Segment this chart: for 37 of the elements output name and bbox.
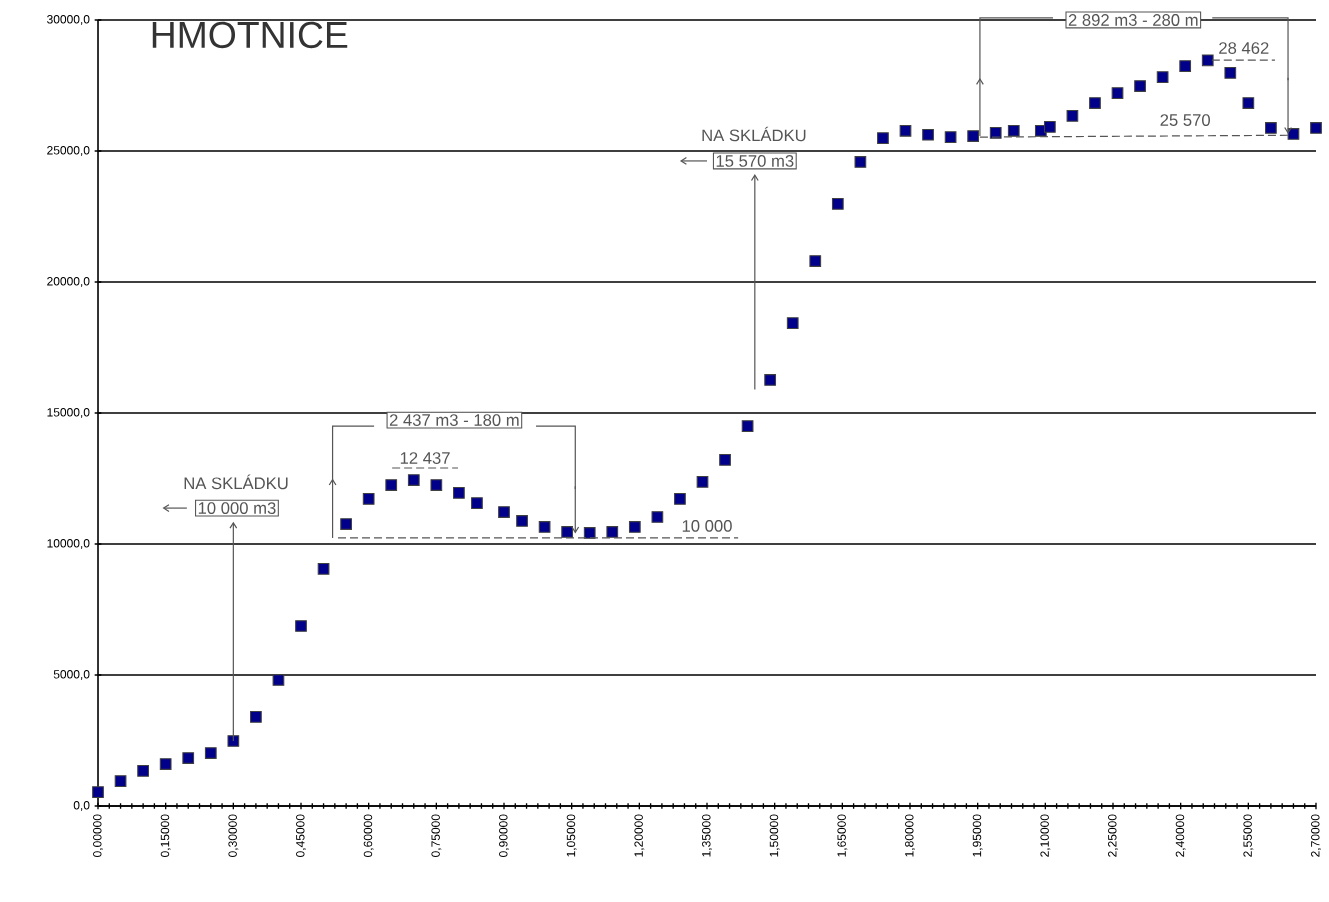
x-tick-label: 0,30000: [228, 814, 239, 857]
x-tick-label: 2,70000: [1311, 814, 1321, 857]
x-tick-label: 0,45000: [296, 814, 306, 857]
x-tick-label: 0,60000: [363, 814, 374, 857]
y-tick-label: 5000,0: [53, 670, 90, 680]
annotation: 28 462: [1219, 42, 1269, 54]
x-tick-label: 0,75000: [431, 814, 442, 857]
annotation: 2 437 m3 - 180 m: [389, 414, 519, 426]
x-tick-label: 1,65000: [837, 814, 848, 857]
annotation: 10 000 m3: [198, 502, 276, 514]
y-tick-label: 15000,0: [47, 408, 90, 418]
y-tick-label: 25000,0: [47, 146, 90, 156]
x-tick-label: 2,25000: [1108, 814, 1118, 857]
y-tick-label: 10000,0: [47, 539, 90, 549]
x-tick-label: 1,95000: [972, 814, 983, 857]
y-tick-label: 30000,0: [47, 15, 90, 25]
x-tick-label: 2,55000: [1243, 814, 1254, 857]
annotation: 10 000: [682, 520, 732, 532]
x-tick-label: 0,90000: [499, 814, 509, 857]
x-tick-label: 1,35000: [702, 814, 712, 857]
chart-title: HMOTNICE: [152, 21, 348, 49]
x-tick-label: 2,10000: [1040, 814, 1051, 857]
x-tick-label: 1,05000: [566, 814, 577, 857]
x-tick-label: 1,50000: [769, 814, 780, 857]
y-tick-label: 20000,0: [47, 277, 90, 287]
annotation: NA SKLÁDKU: [184, 474, 288, 490]
annotation: 12 437: [400, 452, 450, 464]
x-tick-label: 1,80000: [905, 814, 915, 857]
y-tick-label: 0,0: [73, 801, 90, 811]
x-tick-label: 2,40000: [1175, 814, 1186, 857]
annotation: 15 570 m3: [716, 155, 794, 167]
x-tick-label: 0,15000: [160, 814, 171, 857]
annotation: NA SKLÁDKU: [702, 126, 806, 142]
x-tick-label: 1,20000: [634, 814, 645, 857]
annotation: 25 570: [1160, 114, 1210, 126]
x-tick-label: 0,00000: [93, 814, 103, 857]
annotation: 2 892 m3 - 280 m: [1068, 14, 1198, 26]
